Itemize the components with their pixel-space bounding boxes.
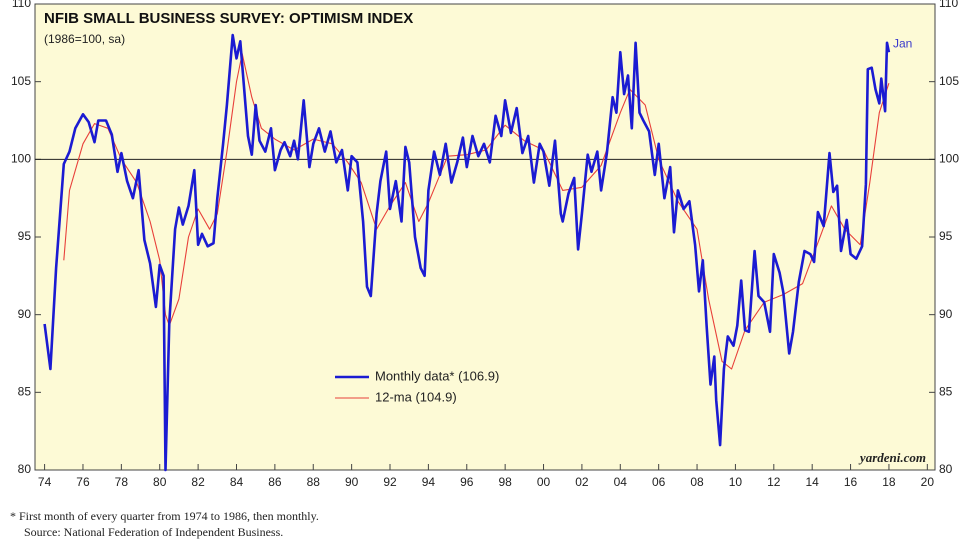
footnote: Source: National Federation of Independe… <box>24 525 283 539</box>
legend-label: 12-ma (104.9) <box>375 389 457 404</box>
plot-area <box>34 3 936 471</box>
x-tick-label: 96 <box>460 475 474 489</box>
y2-tick-label: 110 <box>939 0 958 10</box>
y-tick-label: 90 <box>18 307 32 321</box>
x-tick-label: 74 <box>38 475 52 489</box>
y-tick-label: 80 <box>18 462 32 476</box>
footnote: * First month of every quarter from 1974… <box>10 509 319 523</box>
x-tick-label: 20 <box>921 475 935 489</box>
x-tick-label: 06 <box>652 475 666 489</box>
x-tick-label: 80 <box>153 475 167 489</box>
y-tick-label: 105 <box>11 74 31 88</box>
x-tick-label: 78 <box>115 475 129 489</box>
x-tick-label: 10 <box>729 475 743 489</box>
x-tick-label: 00 <box>537 475 551 489</box>
x-tick-label: 98 <box>498 475 512 489</box>
source-brand: yardeni.com <box>858 450 926 465</box>
chart-subtitle: (1986=100, sa) <box>44 32 125 46</box>
x-tick-label: 02 <box>575 475 589 489</box>
x-tick-label: 12 <box>767 475 781 489</box>
x-tick-label: 76 <box>76 475 90 489</box>
x-tick-label: 92 <box>383 475 397 489</box>
x-tick-label: 86 <box>268 475 282 489</box>
legend-label: Monthly data* (106.9) <box>375 368 499 383</box>
x-tick-label: 84 <box>230 475 244 489</box>
x-tick-label: 94 <box>422 475 436 489</box>
x-tick-label: 82 <box>191 475 205 489</box>
series-line <box>43 33 891 472</box>
y-tick-label: 110 <box>12 0 31 10</box>
y-tick-label: 100 <box>11 152 31 166</box>
x-tick-label: 88 <box>307 475 321 489</box>
y2-tick-label: 90 <box>939 307 953 321</box>
x-tick-label: 04 <box>614 475 628 489</box>
chart-title: NFIB SMALL BUSINESS SURVEY: OPTIMISM IND… <box>44 10 413 27</box>
x-tick-label: 18 <box>882 475 896 489</box>
y-tick-label: 95 <box>18 229 32 243</box>
y2-tick-label: 105 <box>939 74 959 88</box>
y2-tick-label: 80 <box>939 462 953 476</box>
y2-tick-label: 100 <box>939 152 959 166</box>
x-tick-label: 14 <box>806 475 820 489</box>
x-tick-label: 90 <box>345 475 359 489</box>
y2-tick-label: 85 <box>939 385 953 399</box>
y2-tick-label: 95 <box>939 229 953 243</box>
y-tick-label: 85 <box>18 385 32 399</box>
x-tick-label: 08 <box>690 475 704 489</box>
x-tick-label: 16 <box>844 475 858 489</box>
annotation: Jan <box>893 36 912 50</box>
